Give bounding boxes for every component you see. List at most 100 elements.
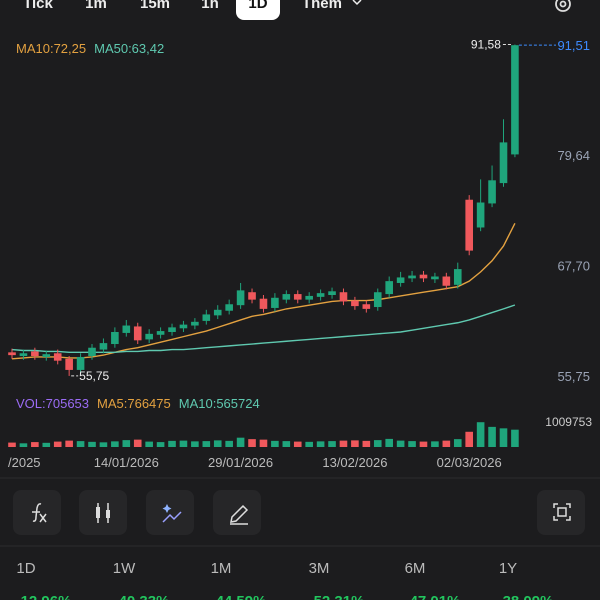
volume-bar (453, 439, 462, 447)
candle (248, 288, 256, 304)
tab[interactable]: Thêm (302, 0, 342, 12)
candle (465, 195, 473, 256)
settings-icon[interactable] (555, 0, 571, 12)
candle (42, 350, 51, 361)
volume-bar (248, 439, 256, 447)
candle-body (191, 321, 199, 326)
fullscreen-icon (553, 503, 571, 521)
last-price-label: 91,51 (557, 38, 590, 53)
candle (8, 348, 16, 359)
period-change: 38,09% (503, 593, 554, 600)
ai-button[interactable] (146, 490, 194, 535)
volume-bar (499, 428, 508, 447)
period-label[interactable]: 6M (405, 560, 426, 577)
x-tick-label: 13/02/2026 (322, 455, 387, 470)
volume-bar (328, 441, 336, 447)
volume-bar (122, 440, 131, 447)
candle-body (293, 294, 302, 300)
candle-body (88, 347, 96, 357)
x-tick-label: 02/03/2026 (437, 455, 502, 470)
candle-body (42, 354, 51, 357)
candle-body (202, 314, 211, 321)
candle-body (511, 45, 519, 155)
low-label: 55,75 (79, 369, 109, 383)
toolbar (13, 490, 585, 535)
volume-bar (271, 440, 279, 447)
candle-body-icon (106, 510, 110, 518)
candle-body (442, 276, 451, 286)
candle-body (305, 295, 313, 300)
volume-bar (156, 442, 165, 447)
period-label[interactable]: 1D (16, 560, 35, 577)
candle (305, 292, 313, 304)
candle (488, 165, 496, 208)
volume-bar (168, 440, 176, 447)
period-label[interactable]: 1Y (499, 560, 517, 577)
volume-tick-label: 1009753 (545, 415, 592, 429)
candle-body (419, 274, 428, 279)
candle (179, 320, 188, 333)
candle (122, 319, 131, 337)
candle-body (31, 351, 39, 357)
candle-body (499, 142, 508, 184)
candle (145, 329, 153, 344)
volume-legend: MA10:565724 (179, 396, 260, 411)
candle (202, 309, 211, 325)
candle (293, 290, 302, 304)
candle (419, 270, 428, 283)
candle-body (339, 292, 348, 302)
candle-body (385, 281, 393, 295)
volume-bar (419, 441, 428, 447)
candle (431, 272, 439, 283)
sparkle (162, 504, 172, 513)
tab[interactable]: Tick (23, 0, 53, 12)
period-label[interactable]: 1M (211, 560, 232, 577)
y-tick-label: 55,75 (557, 369, 590, 384)
candle (168, 323, 176, 336)
period-change: 12,96% (21, 593, 72, 600)
candle (396, 271, 405, 287)
candle-body (488, 180, 496, 204)
candle-body (213, 309, 222, 316)
tab-selected-bg[interactable] (236, 0, 280, 20)
volume-bar (88, 441, 96, 447)
period-label[interactable]: 1W (113, 560, 136, 577)
candle (76, 353, 85, 374)
candle (408, 270, 416, 283)
volume-bar (99, 442, 108, 447)
candle (453, 262, 462, 289)
volume-bar (351, 440, 359, 447)
tab[interactable]: 15m (140, 0, 170, 12)
candle-body (19, 353, 28, 357)
candle (156, 327, 165, 339)
candle-body (8, 352, 16, 356)
candle-body (99, 343, 108, 350)
candle (88, 344, 96, 360)
period-label[interactable]: 3M (309, 560, 330, 577)
candle (53, 349, 62, 365)
candle-type-button[interactable] (79, 490, 127, 535)
volume-bar (76, 441, 85, 447)
volume-bar (293, 441, 302, 447)
candle-body (453, 269, 462, 285)
candle-body (259, 298, 268, 309)
volume-bar (465, 431, 473, 447)
period-change: 52,31% (314, 593, 365, 600)
volume-bar (488, 426, 496, 447)
volume-bar (225, 440, 233, 447)
candle-body (408, 275, 416, 279)
candle-body (476, 202, 485, 228)
tab[interactable]: 1h (201, 0, 219, 12)
tab[interactable]: 1D (248, 0, 267, 12)
candle-body (145, 333, 153, 340)
candle (328, 287, 336, 299)
tab[interactable]: 1m (85, 0, 107, 12)
x-tick-label: /2025 (8, 455, 41, 470)
candle (191, 318, 199, 330)
candle-body-icon (96, 507, 100, 518)
volume-legend: MA5:766475 (97, 396, 171, 411)
candle-body (282, 294, 291, 300)
volume-bar (179, 440, 188, 447)
fullscreen-button[interactable] (537, 490, 585, 535)
